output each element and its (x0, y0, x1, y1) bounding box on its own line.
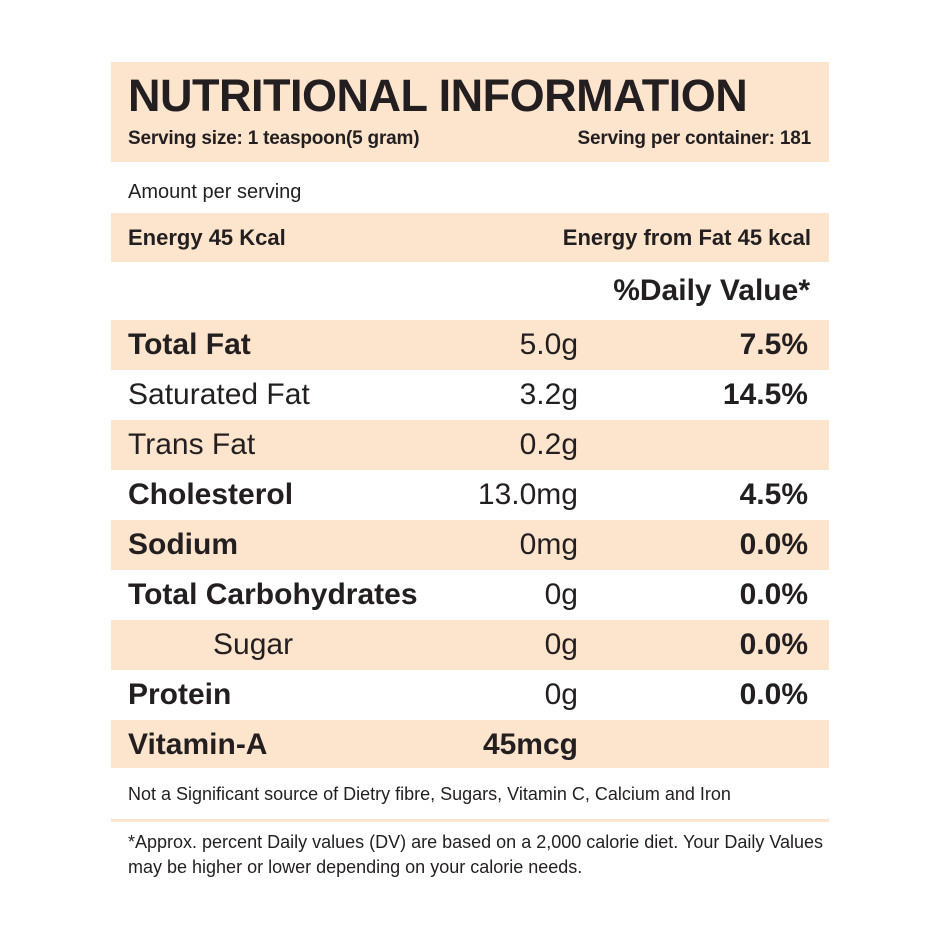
nutrient-amount: 3.2g (519, 378, 578, 411)
nutrient-row: Vitamin-A 45mcg (111, 720, 829, 768)
nutrient-row: Total Fat 5.0g 7.5% (111, 320, 829, 370)
energy-kcal: Energy 45 Kcal (128, 225, 286, 250)
energy-row: Energy 45 Kcal Energy from Fat 45 kcal (111, 213, 829, 262)
divider (111, 819, 829, 822)
nutrient-amount: 45mcg (482, 728, 578, 761)
nutrient-name: Saturated Fat (128, 378, 310, 411)
serving-size: Serving size: 1 teaspoon(5 gram) (128, 128, 420, 149)
nutrient-name: Vitamin-A (128, 728, 268, 761)
nutrient-row: Total Carbohydrates 0g 0.0% (111, 570, 829, 620)
nutrient-dv: 14.5% (722, 378, 808, 411)
nutrient-dv: 7.5% (739, 328, 808, 361)
nutrient-amount: 0g (544, 628, 578, 661)
amount-per-serving: Amount per serving (128, 181, 302, 203)
nutrient-name: Cholesterol (128, 478, 294, 511)
nutrient-row: Sugar 0g 0.0% (111, 620, 829, 670)
nutrient-row: Cholesterol 13.0mg 4.5% (111, 470, 829, 520)
nutrient-amount: 5.0g (519, 328, 578, 361)
daily-value-header: %Daily Value* (613, 274, 810, 307)
nutrient-name: Sodium (128, 528, 238, 561)
nutrient-name: Trans Fat (128, 428, 256, 461)
not-significant-note: Not a Significant source of Dietry fibre… (128, 784, 731, 804)
nutrient-dv: 4.5% (739, 478, 808, 511)
energy-from-fat: Energy from Fat 45 kcal (562, 225, 811, 250)
servings-per-container: Serving per container: 181 (577, 128, 812, 149)
footnote: *Approx. percent Daily values (DV) are b… (128, 832, 824, 877)
page-title: NUTRITIONAL INFORMATION (128, 70, 748, 121)
nutrient-name: Sugar (213, 628, 294, 661)
nutrient-row: Sodium 0mg 0.0% (111, 520, 829, 570)
nutrient-dv: 0.0% (739, 678, 808, 711)
nutrient-amount: 0g (544, 678, 578, 711)
nutrient-row: Saturated Fat 3.2g 14.5% (111, 370, 829, 420)
nutrient-name: Total Carbohydrates (128, 578, 418, 611)
nutrient-amount: 0.2g (519, 428, 578, 461)
nutrient-dv: 0.0% (739, 628, 808, 661)
nutrient-amount: 13.0mg (477, 478, 578, 511)
nutrient-row: Protein 0g 0.0% (111, 670, 829, 720)
nutrient-amount: 0g (544, 578, 578, 611)
nutrient-row: Trans Fat 0.2g (111, 420, 829, 470)
nutrient-amount: 0mg (519, 528, 578, 561)
nutrient-dv: 0.0% (739, 528, 808, 561)
nutrient-dv: 0.0% (739, 578, 808, 611)
nutrient-name: Total Fat (128, 328, 251, 361)
label-header: NUTRITIONAL INFORMATION Serving size: 1 … (111, 62, 829, 162)
nutrient-name: Protein (128, 678, 232, 711)
